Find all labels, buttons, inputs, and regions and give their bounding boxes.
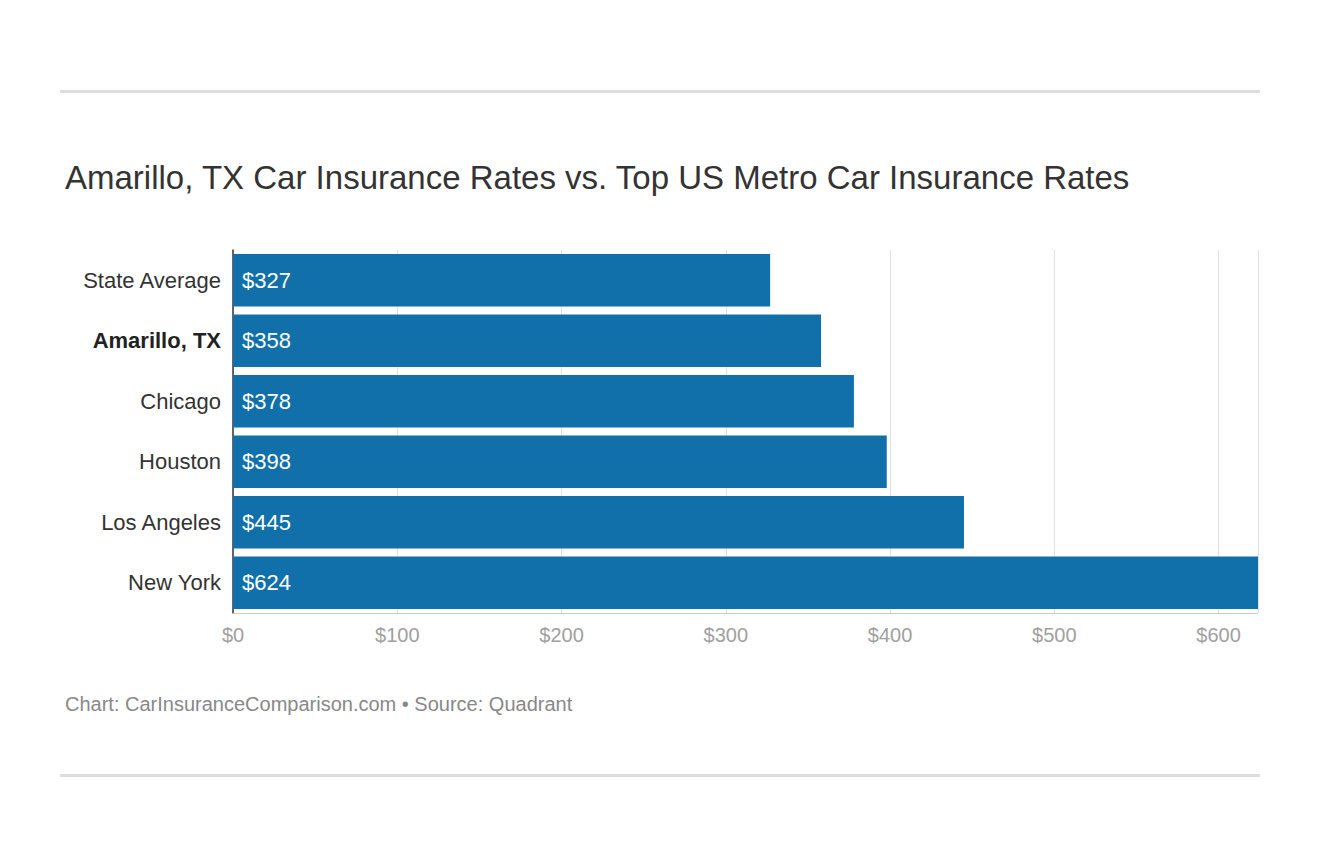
svg-text:$300: $300 (704, 624, 749, 646)
svg-text:$624: $624 (242, 570, 291, 595)
svg-text:$600: $600 (1196, 624, 1241, 646)
svg-text:$445: $445 (242, 510, 291, 535)
svg-text:Chart: CarInsuranceComparison.: Chart: CarInsuranceComparison.com • Sour… (65, 693, 573, 715)
svg-text:Amarillo, TX Car Insurance Rat: Amarillo, TX Car Insurance Rates vs. Top… (65, 159, 1129, 196)
svg-text:$100: $100 (375, 624, 420, 646)
svg-text:Chicago: Chicago (140, 389, 221, 414)
svg-text:$500: $500 (1032, 624, 1077, 646)
svg-text:Houston: Houston (139, 449, 221, 474)
svg-text:$358: $358 (242, 328, 291, 353)
svg-text:Los Angeles: Los Angeles (101, 510, 221, 535)
svg-text:State Average: State Average (83, 268, 221, 293)
svg-text:New York: New York (128, 570, 222, 595)
svg-text:$200: $200 (539, 624, 584, 646)
svg-text:$378: $378 (242, 389, 291, 414)
svg-text:$0: $0 (222, 624, 244, 646)
svg-text:$400: $400 (868, 624, 913, 646)
svg-text:Amarillo, TX: Amarillo, TX (93, 328, 222, 353)
svg-text:$327: $327 (242, 268, 291, 293)
svg-text:$398: $398 (242, 449, 291, 474)
